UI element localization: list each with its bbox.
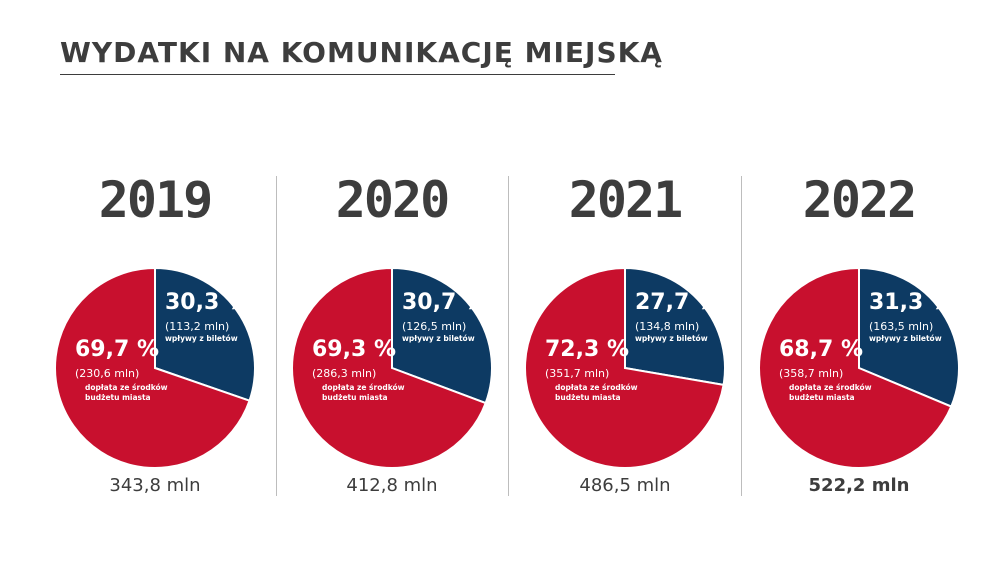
pie-svg <box>524 266 726 469</box>
total-label: 412,8 mln <box>346 475 438 496</box>
tickets-pct-label: 31,3 % <box>869 290 953 315</box>
budget-note: dopłata ze środków budżetu miasta <box>85 383 168 402</box>
pie-svg <box>758 266 960 469</box>
budget-note: dopłata ze środków budżetu miasta <box>555 383 638 402</box>
budget-amount-label: (351,7 mln) <box>545 367 610 380</box>
pie-slice-budget <box>758 266 953 469</box>
chart-panel-2020: 2020 30,7 % (126,5 mln) wpływy z biletów… <box>282 160 502 496</box>
chart-panel-2021: 2021 27,7 % (134,8 mln) wpływy z biletów… <box>515 160 735 496</box>
pie-slice-tickets <box>154 266 256 402</box>
total-label: 343,8 mln <box>109 475 201 496</box>
pie-svg <box>291 266 493 469</box>
tickets-pct-label: 30,3 % <box>165 290 249 315</box>
year-label: 2019 <box>98 171 213 229</box>
tickets-amount-label: (134,8 mln) <box>635 320 700 333</box>
budget-note: dopłata ze środków budżetu miasta <box>322 383 405 402</box>
pie-slice-tickets <box>391 266 493 405</box>
budget-pct-label: 72,3 % <box>545 337 629 362</box>
tickets-pct-label: 30,7 % <box>402 290 486 315</box>
tickets-note: wpływy z biletów <box>165 334 238 343</box>
tickets-amount-label: (126,5 mln) <box>402 320 467 333</box>
budget-pct-label: 69,3 % <box>312 337 396 362</box>
tickets-note: wpływy z biletów <box>402 334 475 343</box>
title-underline <box>60 74 615 75</box>
pie-slice-budget <box>54 266 251 469</box>
budget-amount-label: (286,3 mln) <box>312 367 377 380</box>
pie-svg <box>54 266 256 469</box>
pie-chart: 30,7 % (126,5 mln) wpływy z biletów 69,3… <box>282 258 502 478</box>
budget-pct-label: 68,7 % <box>779 337 863 362</box>
budget-note: dopłata ze środków budżetu miasta <box>789 383 872 402</box>
pie-chart: 31,3 % (163,5 mln) wpływy z biletów 68,7… <box>749 258 969 478</box>
page-title: WYDATKI NA KOMUNIKACJĘ MIEJSKĄ <box>60 36 663 69</box>
year-label: 2020 <box>335 171 450 229</box>
total-label: 486,5 mln <box>579 475 671 496</box>
tickets-amount-label: (113,2 mln) <box>165 320 230 333</box>
pie-slice-budget <box>291 266 487 469</box>
year-label: 2022 <box>802 171 917 229</box>
budget-amount-label: (358,7 mln) <box>779 367 844 380</box>
tickets-pct-label: 27,7 % <box>635 290 719 315</box>
panel-divider <box>741 176 742 496</box>
year-label: 2021 <box>568 171 683 229</box>
budget-pct-label: 69,7 % <box>75 337 159 362</box>
pie-slice-tickets <box>624 266 726 387</box>
tickets-note: wpływy z biletów <box>869 334 942 343</box>
chart-panel-2019: 2019 30,3 % (113,2 mln) wpływy z biletów… <box>45 160 265 496</box>
total-label: 522,2 mln <box>808 475 910 496</box>
pie-slice-budget <box>524 266 725 469</box>
budget-amount-label: (230,6 mln) <box>75 367 140 380</box>
pie-chart: 27,7 % (134,8 mln) wpływy z biletów 72,3… <box>515 258 735 478</box>
pie-chart: 30,3 % (113,2 mln) wpływy z biletów 69,7… <box>45 258 265 478</box>
tickets-amount-label: (163,5 mln) <box>869 320 934 333</box>
panel-divider <box>508 176 509 496</box>
panel-divider <box>276 176 277 496</box>
tickets-note: wpływy z biletów <box>635 334 708 343</box>
pie-slice-tickets <box>858 266 960 408</box>
chart-panel-2022: 2022 31,3 % (163,5 mln) wpływy z biletów… <box>749 160 969 496</box>
